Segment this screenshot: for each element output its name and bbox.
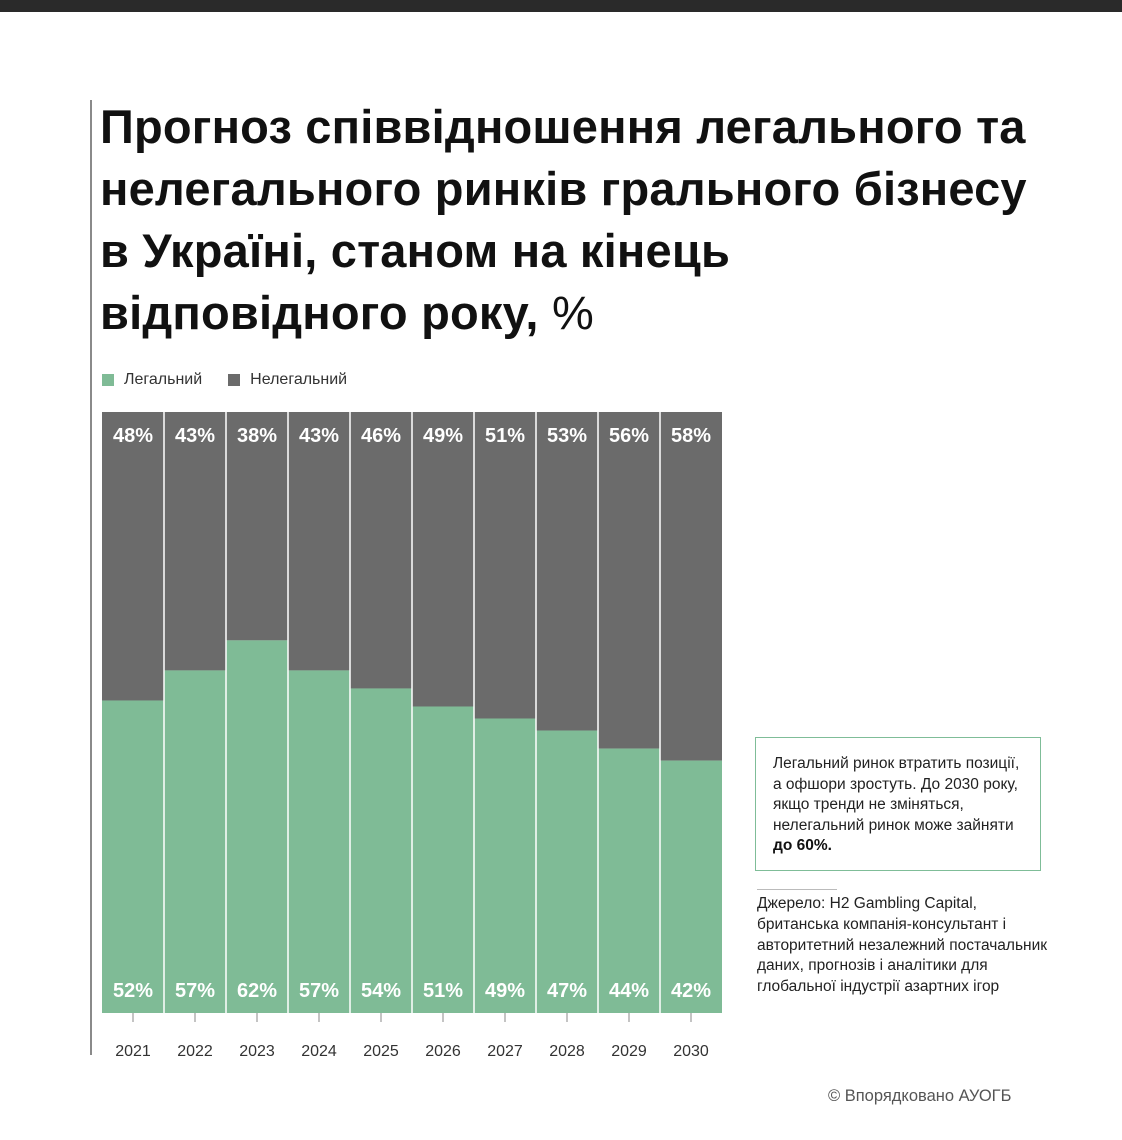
legend-swatch-illegal — [228, 374, 241, 386]
label-legal-2024: 57% — [299, 980, 339, 1002]
label-illegal-2024: 43% — [299, 425, 339, 447]
bar-legal-2024 — [288, 670, 350, 1013]
bar-legal-2021 — [102, 700, 164, 1013]
legend-swatch-legal — [102, 374, 114, 386]
source-divider — [757, 889, 837, 890]
bar-legal-2030 — [660, 760, 722, 1013]
label-legal-2029: 44% — [609, 980, 649, 1002]
source-text: Джерело: H2 Gambling Capital, британська… — [757, 895, 1048, 996]
legend-label-legal: Легальний — [124, 371, 203, 388]
label-illegal-2021: 48% — [113, 425, 153, 447]
x-tick-label-2029: 2029 — [611, 1043, 647, 1060]
bar-illegal-2027 — [474, 412, 536, 719]
bar-illegal-2029 — [598, 412, 660, 749]
label-illegal-2025: 46% — [361, 425, 401, 447]
label-legal-2023: 62% — [237, 980, 277, 1002]
label-illegal-2022: 43% — [175, 425, 215, 447]
label-legal-2025: 54% — [361, 980, 401, 1002]
x-tick-label-2023: 2023 — [239, 1043, 275, 1060]
bar-illegal-2030 — [660, 412, 722, 761]
bar-illegal-2023 — [226, 412, 288, 641]
top-bar — [0, 0, 1122, 12]
x-tick-label-2024: 2024 — [301, 1043, 337, 1060]
x-tick-label-2022: 2022 — [177, 1043, 213, 1060]
bar-legal-2023 — [226, 640, 288, 1013]
x-tick-label-2026: 2026 — [425, 1043, 461, 1060]
chart-title-unit: % — [551, 286, 594, 339]
bar-legal-2022 — [164, 670, 226, 1013]
label-illegal-2026: 49% — [423, 425, 463, 447]
bar-legal-2025 — [350, 688, 412, 1013]
bar-legal-2029 — [598, 748, 660, 1013]
label-legal-2021: 52% — [113, 980, 153, 1002]
bar-illegal-2028 — [536, 412, 598, 731]
label-illegal-2028: 53% — [547, 425, 587, 447]
accent-vertical-line — [90, 100, 92, 1055]
bar-legal-2028 — [536, 730, 598, 1013]
label-illegal-2029: 56% — [609, 425, 649, 447]
chart-title-text: Прогноз співвідношення легального та нел… — [100, 100, 1027, 339]
chart-title: Прогноз співвідношення легального та нел… — [100, 96, 1040, 344]
label-legal-2030: 42% — [671, 980, 711, 1002]
label-illegal-2030: 58% — [671, 425, 711, 447]
note-box: Легальний ринок втратить позиції, а офшо… — [755, 737, 1041, 871]
label-illegal-2023: 38% — [237, 425, 277, 447]
chart-legend: Легальний Нелегальний — [102, 370, 373, 390]
label-illegal-2027: 51% — [485, 425, 525, 447]
bar-illegal-2022 — [164, 412, 226, 671]
bar-illegal-2025 — [350, 412, 412, 689]
x-tick-label-2027: 2027 — [487, 1043, 523, 1060]
label-legal-2028: 47% — [547, 980, 587, 1002]
bar-legal-2026 — [412, 706, 474, 1013]
x-tick-label-2028: 2028 — [549, 1043, 585, 1060]
label-legal-2022: 57% — [175, 980, 215, 1002]
bar-illegal-2021 — [102, 412, 164, 701]
legend-item-legal: Легальний — [102, 371, 202, 389]
legend-item-illegal: Нелегальний — [228, 371, 347, 389]
bar-illegal-2024 — [288, 412, 350, 671]
bar-legal-2027 — [474, 718, 536, 1013]
label-legal-2026: 51% — [423, 980, 463, 1002]
note-highlight: до 60%. — [773, 837, 832, 854]
x-tick-label-2025: 2025 — [363, 1043, 399, 1060]
x-tick-label-2030: 2030 — [673, 1043, 709, 1060]
label-legal-2027: 49% — [485, 980, 525, 1002]
legend-label-illegal: Нелегальний — [250, 371, 348, 388]
note-text: Легальний ринок втратить позиції, а офшо… — [773, 755, 1020, 834]
copyright-text: © Впорядковано АУОГБ — [828, 1087, 1012, 1105]
x-tick-label-2021: 2021 — [115, 1043, 151, 1060]
bar-illegal-2026 — [412, 412, 474, 707]
